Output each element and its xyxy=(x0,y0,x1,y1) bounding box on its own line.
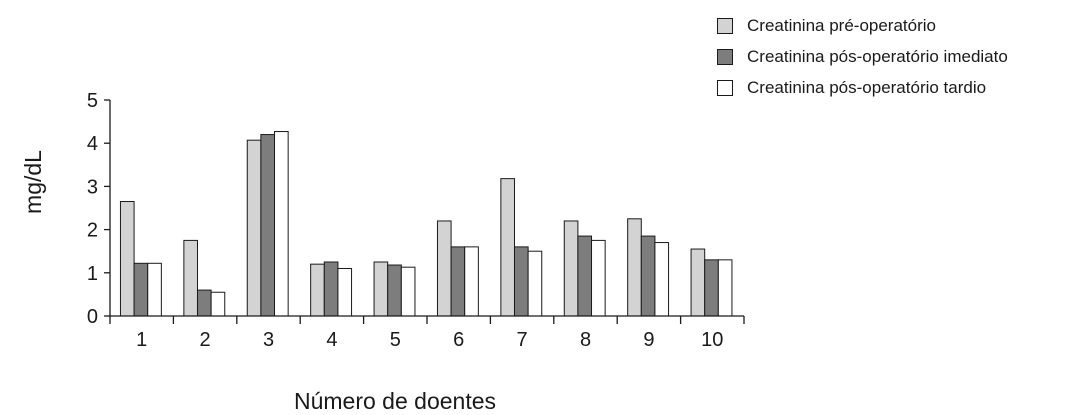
bar xyxy=(627,218,642,317)
bar xyxy=(513,246,529,317)
bar xyxy=(183,239,198,317)
y-tick-label: 0 xyxy=(87,306,98,328)
bars-group xyxy=(119,131,733,317)
bar xyxy=(310,263,325,317)
legend-label: Creatinina pré-operatório xyxy=(747,15,936,35)
bar xyxy=(654,242,670,317)
bar xyxy=(464,246,479,317)
y-tick-label: 3 xyxy=(87,176,98,198)
bar xyxy=(210,291,226,317)
bar xyxy=(577,235,593,317)
x-axis-label: Número de doentes xyxy=(294,388,496,414)
legend-item-pre-operatorio: Creatinina pré-operatório xyxy=(717,10,1008,41)
x-tick-label: 10 xyxy=(701,329,723,351)
bar xyxy=(436,220,452,317)
y-tick-label: 1 xyxy=(87,263,98,285)
bar xyxy=(323,261,339,317)
bar xyxy=(274,131,289,317)
x-tick-label: 5 xyxy=(390,329,401,351)
bar xyxy=(500,178,515,317)
bar xyxy=(147,262,162,317)
bar xyxy=(591,239,606,317)
y-tick-label: 2 xyxy=(87,220,98,242)
x-tick-label: 8 xyxy=(580,329,591,351)
legend-label: Creatinina pós-operatório imediato xyxy=(747,46,1008,66)
legend-swatch xyxy=(717,79,733,96)
legend-item-pos-operatorio-imediato: Creatinina pós-operatório imediato xyxy=(717,41,1008,72)
y-tick-label: 5 xyxy=(87,90,98,112)
bar xyxy=(400,266,416,317)
y-axis-label: mg/dL xyxy=(20,150,46,214)
y-axis: 0 1 2 3 4 5 xyxy=(87,90,111,328)
x-tick-label: 7 xyxy=(517,329,528,351)
bar xyxy=(387,264,402,317)
bar xyxy=(640,235,656,317)
x-tick-label: 2 xyxy=(200,329,211,351)
bar xyxy=(450,246,466,317)
bar xyxy=(690,248,706,317)
x-tick-label: 4 xyxy=(326,329,337,351)
x-tick-label: 3 xyxy=(263,329,274,351)
x-axis: 1 2 3 4 5 6 7 8 9 10 xyxy=(109,315,745,351)
x-tick-label: 1 xyxy=(136,329,147,351)
bar xyxy=(196,289,212,317)
bar xyxy=(563,220,579,317)
legend-item-pos-operatorio-tardio: Creatinina pós-operatório tardio xyxy=(717,72,1008,103)
bar xyxy=(373,261,389,317)
bar xyxy=(527,250,543,317)
bar xyxy=(704,259,719,317)
bar xyxy=(337,267,353,317)
bar xyxy=(133,262,149,317)
legend: Creatinina pré-operatório Creatinina pós… xyxy=(717,10,1008,103)
x-tick-label: 9 xyxy=(643,329,654,351)
legend-swatch xyxy=(717,48,733,65)
legend-label: Creatinina pós-operatório tardio xyxy=(747,77,987,97)
bar xyxy=(246,139,262,317)
bar xyxy=(717,259,733,317)
bar xyxy=(119,201,135,317)
y-tick-label: 4 xyxy=(87,133,98,155)
bar xyxy=(260,134,276,317)
x-tick-label: 6 xyxy=(453,329,464,351)
legend-swatch xyxy=(717,17,733,34)
